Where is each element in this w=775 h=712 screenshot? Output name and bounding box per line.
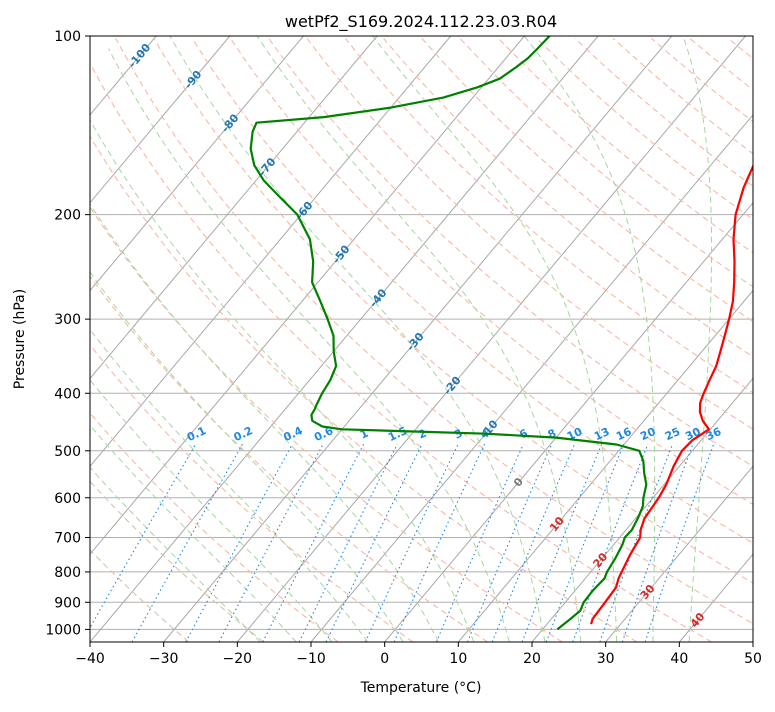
x-tick-label: −40 <box>75 651 105 667</box>
mixing-ratio-label: 16 <box>614 425 634 443</box>
isotherm-line <box>0 36 230 642</box>
dry-adiabat <box>690 38 775 642</box>
y-tick-label: 700 <box>54 531 81 547</box>
moist-adiabat <box>0 239 296 642</box>
mixing-ratio-line <box>299 444 397 642</box>
dry-adiabat <box>498 38 775 642</box>
isotherm-line <box>385 36 775 642</box>
x-tick-label: −30 <box>149 651 179 667</box>
mixing-ratio-line <box>219 444 323 642</box>
isotherm-label: 10 <box>547 514 567 534</box>
y-axis-label: Pressure (hPa) <box>12 289 28 389</box>
y-tick-label: 500 <box>54 444 81 460</box>
mixing-ratio-label: 3 <box>452 427 464 442</box>
isotherm-line <box>0 36 377 642</box>
dry-adiabat <box>766 38 775 642</box>
x-axis-label: Temperature (°C) <box>360 680 482 696</box>
moist-adiabat <box>683 36 712 642</box>
dry-adiabat <box>384 38 775 642</box>
dry-adiabat <box>0 38 413 642</box>
isotherm-line <box>16 36 524 642</box>
mixing-ratio-label: 0.2 <box>232 424 255 444</box>
x-tick-label: −10 <box>296 651 326 667</box>
mixing-ratio-line <box>394 444 484 642</box>
isotherm-label: -50 <box>330 242 353 266</box>
isotherm-line <box>0 36 9 642</box>
x-tick-label: 20 <box>523 651 541 667</box>
mixing-ratio-label: 20 <box>638 425 658 443</box>
y-tick-label: 100 <box>54 29 81 45</box>
moist-adiabat <box>524 36 655 642</box>
mixing-ratio-line <box>132 444 243 642</box>
x-tick-label: 30 <box>597 651 615 667</box>
isotherm-label: 20 <box>591 550 611 570</box>
y-tick-label: 200 <box>54 208 81 224</box>
isotherm-line <box>679 36 775 642</box>
isotherm-label: -80 <box>219 111 242 135</box>
y-tick-label: 300 <box>54 312 81 328</box>
mixing-ratio-line <box>546 444 624 642</box>
isotherm-label: 30 <box>638 582 658 602</box>
mixing-ratio-label: 6 <box>517 426 530 441</box>
dry-adiabat <box>77 38 711 642</box>
isotherm-line <box>753 36 775 642</box>
mixing-ratio-label: 25 <box>663 425 682 443</box>
isotherm-label: -40 <box>367 286 390 310</box>
x-tick-label: 50 <box>744 651 762 667</box>
isotherm-label: 0 <box>511 475 526 489</box>
isotherm-line <box>90 36 598 642</box>
isotherm-line <box>237 36 745 642</box>
isotherm-label: -30 <box>404 330 427 354</box>
moist-adiabat <box>109 49 510 642</box>
dry-adiabat <box>192 38 775 642</box>
dry-adiabat <box>231 38 775 642</box>
chart-title: wetPf2_S169.2024.112.23.03.R04 <box>285 12 557 32</box>
x-tick-label: 10 <box>449 651 467 667</box>
isotherm-line <box>0 36 303 642</box>
isotherm-label: -100 <box>126 41 154 71</box>
moist-adiabat <box>76 94 474 643</box>
y-tick-label: 800 <box>54 565 81 581</box>
mixing-ratio-label: 2 <box>416 427 428 442</box>
dry-adiabat <box>652 38 775 642</box>
isotherm-label: 40 <box>688 610 708 630</box>
y-tick-label: 400 <box>54 386 81 402</box>
mixing-ratio-label: 8 <box>546 427 558 442</box>
moist-adiabat <box>0 215 332 642</box>
dry-adiabat <box>460 38 775 642</box>
x-tick-label: 0 <box>380 651 389 667</box>
mixing-ratio-label: 0.4 <box>281 424 304 444</box>
y-tick-label: 600 <box>54 491 81 507</box>
isotherm-label: -20 <box>441 374 464 398</box>
dry-adiabat <box>39 38 637 642</box>
temperature-profile-line <box>591 36 775 624</box>
isotherm-line <box>458 36 775 642</box>
dry-adiabat <box>728 38 775 642</box>
mixing-ratio-line <box>186 444 293 642</box>
y-tick-label: 900 <box>54 595 81 611</box>
dry-adiabat <box>0 38 338 642</box>
moist-adiabat <box>0 256 260 642</box>
mixing-ratio-label: 13 <box>592 425 611 443</box>
dry-adiabat <box>537 38 775 642</box>
isotherm-label: -60 <box>293 199 316 223</box>
mixing-ratio-label: 0.1 <box>185 424 208 444</box>
mixing-ratio-line <box>522 444 602 642</box>
y-tick-label: 1000 <box>45 622 81 638</box>
x-tick-label: 40 <box>670 651 688 667</box>
x-tick-label: −20 <box>223 651 253 667</box>
dewpoint-profile-line <box>251 36 647 629</box>
dry-adiabat <box>116 38 775 642</box>
mixing-ratio-line <box>622 444 693 642</box>
